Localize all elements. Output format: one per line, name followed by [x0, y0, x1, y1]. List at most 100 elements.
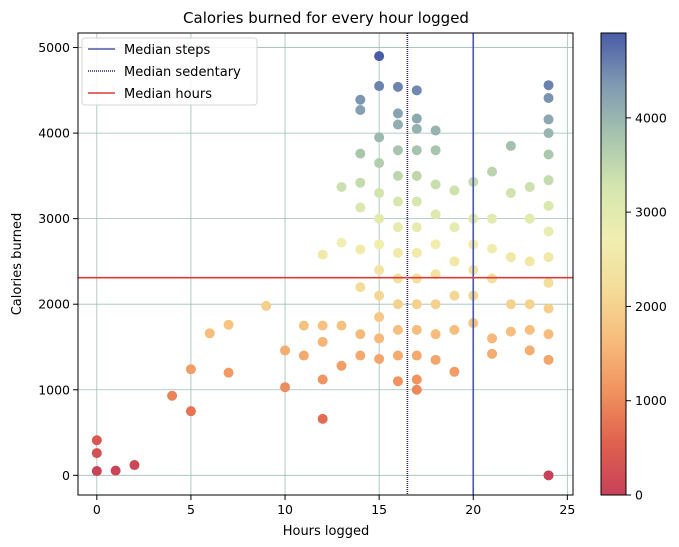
x-tick-label: 20 [465, 502, 481, 517]
data-point [505, 140, 516, 151]
x-tick-label: 0 [93, 502, 101, 517]
reference-lines [78, 33, 573, 495]
data-point [392, 299, 403, 310]
data-point [261, 300, 272, 311]
data-point [317, 249, 328, 260]
data-point [411, 222, 422, 233]
data-point [524, 345, 535, 356]
data-point [355, 177, 366, 188]
data-point [543, 200, 554, 211]
data-point [411, 85, 422, 96]
data-point [524, 182, 535, 192]
data-point [430, 125, 441, 136]
data-point [543, 354, 554, 365]
data-point [91, 435, 102, 446]
data-point [374, 353, 385, 364]
data-point [411, 324, 422, 335]
data-point [543, 93, 554, 104]
data-point [185, 406, 196, 417]
data-point [411, 113, 422, 124]
data-point [524, 324, 535, 335]
y-tick-label: 2000 [38, 297, 70, 312]
data-point [392, 273, 403, 284]
data-point [543, 128, 554, 139]
data-point [355, 105, 366, 115]
data-point [185, 364, 196, 375]
data-point [543, 277, 554, 288]
data-point [430, 299, 441, 310]
data-point [374, 81, 385, 92]
data-point [374, 333, 385, 344]
data-points [91, 51, 554, 481]
data-point [524, 213, 535, 224]
data-point [223, 319, 234, 330]
data-point [449, 324, 460, 335]
data-point [374, 187, 385, 198]
data-point [411, 384, 422, 395]
y-tick-label: 0 [62, 468, 70, 483]
data-point [280, 382, 291, 393]
data-point [430, 354, 441, 365]
colorbar-tick-label: 2000 [635, 299, 667, 314]
data-point [411, 196, 422, 207]
data-point [449, 366, 460, 377]
y-tick-label: 3000 [38, 211, 70, 226]
data-point [355, 329, 366, 340]
data-point [505, 326, 516, 337]
data-point [336, 360, 347, 371]
data-point [298, 350, 309, 361]
y-tick-label: 5000 [38, 40, 70, 55]
data-point [543, 329, 554, 340]
data-point [374, 51, 385, 62]
data-point [317, 413, 328, 424]
x-tick-label: 5 [187, 502, 195, 517]
data-point [167, 390, 178, 401]
y-tick-label: 1000 [38, 382, 70, 397]
y-tick-label: 4000 [38, 126, 70, 141]
colorbar [601, 33, 626, 495]
data-point [430, 329, 441, 340]
data-point [374, 132, 385, 143]
data-point [543, 149, 554, 160]
data-point [317, 374, 328, 385]
data-point [543, 252, 554, 263]
data-point [392, 324, 403, 335]
data-point [355, 282, 366, 293]
data-point [374, 213, 385, 224]
legend-box [81, 37, 258, 106]
data-point [543, 470, 554, 481]
data-point [355, 244, 366, 255]
data-point [430, 145, 441, 156]
data-point [392, 108, 403, 119]
data-point [543, 303, 554, 314]
data-point [223, 367, 234, 378]
x-tick-label: 15 [371, 502, 387, 517]
data-point [298, 320, 309, 331]
data-point [392, 119, 403, 130]
chart-title: Calories burned for every hour logged [183, 9, 469, 27]
legend-label-median-steps: Median steps [124, 43, 211, 58]
data-point [392, 145, 403, 156]
data-point [524, 256, 535, 267]
data-point [129, 460, 140, 471]
y-axis-label: Calories burned [10, 213, 25, 316]
data-point [392, 170, 403, 181]
data-point [487, 243, 498, 254]
data-point [355, 202, 366, 213]
data-point [411, 273, 422, 284]
colorbar-tick-label: 0 [635, 488, 643, 503]
colorbar-frame [600, 32, 627, 496]
data-point [487, 166, 498, 177]
data-point [543, 80, 554, 91]
data-point [280, 345, 291, 356]
data-point [430, 269, 441, 280]
data-point [392, 376, 403, 387]
data-point [411, 170, 422, 181]
x-tick-label: 10 [277, 502, 293, 517]
data-point [355, 94, 366, 105]
data-point [392, 81, 403, 92]
data-point [449, 185, 460, 196]
data-point [392, 196, 403, 207]
data-point [374, 290, 385, 301]
